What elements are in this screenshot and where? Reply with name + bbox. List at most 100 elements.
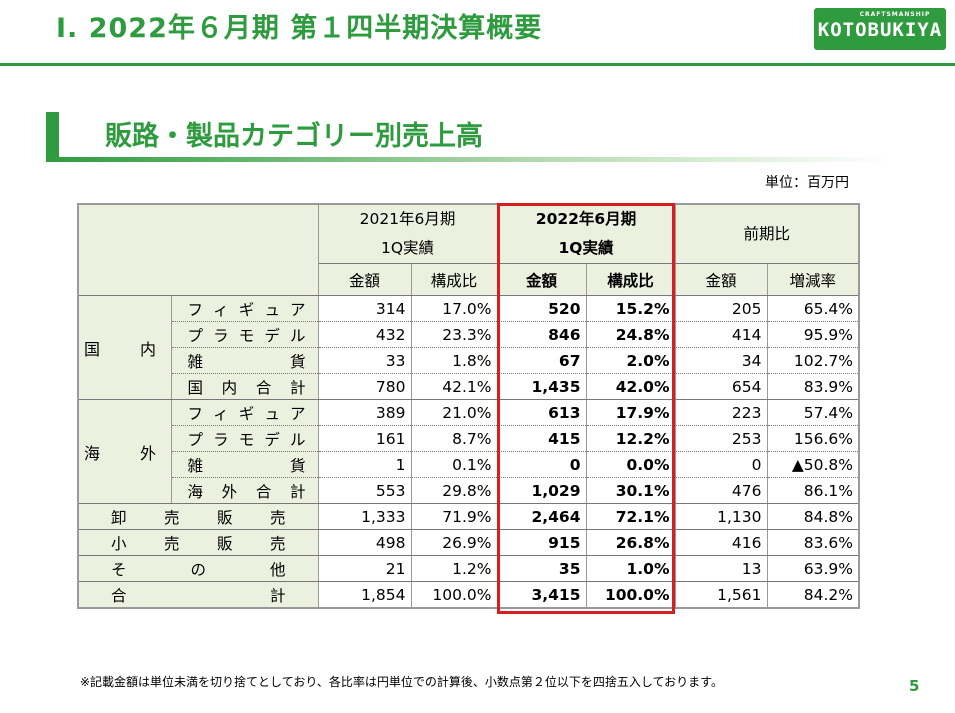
value-cell: 42.0% [585,373,676,400]
value-cell: 0 [674,451,768,478]
value-cell: 2,464 [496,503,587,530]
value-cell: 3,415 [496,581,587,609]
header-period-line: 1Q実績 [380,239,435,257]
value-cell: 0.0% [585,451,676,478]
value-cell: 21 [317,555,412,582]
value-cell: 8.7% [410,425,498,452]
value-cell: 1.8% [410,347,498,374]
section-underline [46,157,890,162]
value-cell: 2.0% [585,347,676,374]
segment-label: 海 外 [77,399,172,504]
header-period-1: 2022年6月期 1Q実績 [496,203,676,264]
value-cell: 102.7% [766,347,860,374]
table-row: プラモデル 432 23.3% 846 24.8% 414 95.9% [78,321,860,348]
title-rule [0,63,955,66]
header-period-line: 2021年6月期 [359,210,456,228]
value-cell: 42.1% [410,373,498,400]
header-period-line: 1Q実績 [558,239,614,257]
value-cell: 29.8% [410,477,498,504]
value-cell: 21.0% [410,399,498,426]
value-cell: 1.0% [585,555,676,582]
value-cell: 415 [496,425,587,452]
page-title: Ⅰ. 2022年６月期 第１四半期決算概要 [56,13,543,44]
logo-subtitle: CRAFTSMANSHIP [859,11,931,18]
header-row-columns: 金額 構成比 金額 構成比 金額 増減率 [78,263,860,296]
logo-wordmark: KOTOBUKIYA [817,19,943,41]
total-label: その他 [77,555,319,582]
value-cell: 17.0% [410,295,498,322]
value-cell: 57.4% [766,399,860,426]
value-cell: 34 [674,347,768,374]
value-cell: 1,130 [674,503,768,530]
value-cell: 84.2% [766,581,860,609]
column-header: 金額 [496,263,587,296]
table-row: 国内合計 780 42.1% 1,435 42.0% 654 83.9% [78,373,860,400]
value-cell: 26.8% [585,529,676,556]
value-cell: 1,854 [317,581,412,609]
value-cell: 17.9% [585,399,676,426]
category-label: 海外合計 [170,477,319,504]
value-cell: 83.9% [766,373,860,400]
value-cell: 416 [674,529,768,556]
value-cell: 15.2% [585,295,676,322]
category-label: プラモデル [170,425,319,452]
category-label: 国内合計 [170,373,319,400]
value-cell: 100.0% [410,581,498,609]
total-label: 小売販売 [77,529,319,556]
table-row: 雑貨 1 0.1% 0 0.0% 0 ▲50.8% [78,451,860,478]
total-row: その他 21 1.2% 35 1.0% 13 63.9% [77,555,860,582]
section-title: 販路・製品カテゴリー別売上高 [105,121,483,152]
category-label: フィギュア [170,295,319,322]
value-cell: 498 [317,529,412,556]
header-period-line: 前期比 [743,224,791,243]
table-row: プラモデル 161 8.7% 415 12.2% 253 156.6% [78,425,860,452]
value-cell: 100.0% [585,581,676,609]
header-row-periods: 2021年6月期 1Q実績 2022年6月期 1Q実績 前期比 [77,203,860,296]
value-cell: 95.9% [766,321,860,348]
current-period-highlight [497,203,675,614]
value-cell: 1 [317,451,412,478]
total-row: 合計 1,854 100.0% 3,415 100.0% 1,561 84.2% [77,581,860,609]
header-period-2: 前期比 [674,203,860,264]
column-header: 増減率 [766,263,860,296]
value-cell: 26.9% [410,529,498,556]
header-period-0: 2021年6月期 1Q実績 [317,203,498,264]
column-header: 構成比 [410,263,498,296]
table-row: 海外合計 553 29.8% 1,029 30.1% 476 86.1% [78,477,860,504]
column-header: 金額 [674,263,768,296]
value-cell: 86.1% [766,477,860,504]
total-label: 合計 [77,581,319,609]
value-cell: 223 [674,399,768,426]
value-cell: 0.1% [410,451,498,478]
value-cell: 553 [317,477,412,504]
value-cell: 83.6% [766,529,860,556]
value-cell: 72.1% [585,503,676,530]
table-row: 雑貨 33 1.8% 67 2.0% 34 102.7% [78,347,860,374]
value-cell: 915 [496,529,587,556]
total-row: 卸売販売 1,333 71.9% 2,464 72.1% 1,130 84.8% [77,503,860,530]
total-row: 小売販売 498 26.9% 915 26.8% 416 83.6% [77,529,860,556]
value-cell: 205 [674,295,768,322]
category-label: 雑貨 [170,347,319,374]
value-cell: 23.3% [410,321,498,348]
sales-table: 2021年6月期 1Q実績 2022年6月期 1Q実績 前期比金額 構成比 金額 構成比 金額増… [77,203,861,609]
value-cell: 389 [317,399,412,426]
total-label: 卸売販売 [77,503,319,530]
value-cell: 654 [674,373,768,400]
segment-label: 国 内 [77,295,172,400]
value-cell: 780 [317,373,412,400]
value-cell: 12.2% [585,425,676,452]
column-header: 金額 [317,263,412,296]
value-cell: 63.9% [766,555,860,582]
value-cell: 520 [496,295,587,322]
value-cell: 1.2% [410,555,498,582]
value-cell: 13 [674,555,768,582]
value-cell: 33 [317,347,412,374]
footnote: ※記載金額は単位未満を切り捨てとしており、各比率は円単位での計算後、小数点第２位… [80,675,723,689]
value-cell: 24.8% [585,321,676,348]
value-cell: 414 [674,321,768,348]
unit-label: 単位：百万円 [765,175,849,191]
value-cell: 476 [674,477,768,504]
table-row: 海 外フィギュア 389 21.0% 613 17.9% 223 57.4% [77,399,860,504]
header-period-line: 2022年6月期 [535,210,637,228]
